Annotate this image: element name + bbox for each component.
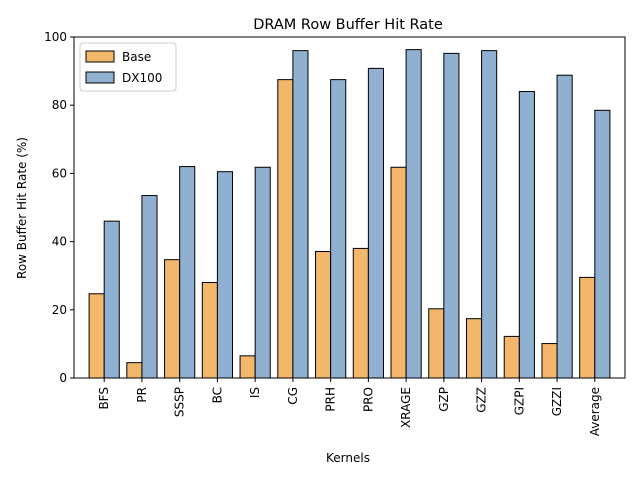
x-tick-label-gzz: GZZ xyxy=(475,387,489,413)
bar-dx100-pr xyxy=(141,195,158,379)
bar-dx100-gzzi xyxy=(556,74,573,379)
x-axis-label: Kernels xyxy=(326,451,370,465)
bar-base-pr xyxy=(126,362,143,379)
bar-base-gzpi xyxy=(503,335,520,379)
y-tick-label: 0 xyxy=(59,371,67,385)
y-tick-label: 20 xyxy=(52,303,67,317)
bar-dx100-bfs xyxy=(103,220,120,379)
bar-dx100-cg xyxy=(292,50,309,379)
bar-base-is xyxy=(239,355,256,379)
y-tick-label: 60 xyxy=(52,166,67,180)
legend-swatch-dx100 xyxy=(85,71,115,84)
bar-dx100-gzp xyxy=(443,52,460,379)
bar-base-gzp xyxy=(428,308,445,379)
bar-dx100-is xyxy=(254,166,271,379)
axes-frame xyxy=(73,36,626,379)
x-tick-label-gzpi: GZPI xyxy=(512,387,526,415)
x-tick-label-average: Average xyxy=(588,387,602,436)
bar-base-gzzi xyxy=(541,343,558,379)
x-tick-label-pr: PR xyxy=(135,387,149,403)
bar-base-pro xyxy=(352,247,369,379)
x-tick-label-prh: PRH xyxy=(324,387,338,412)
y-axis-label: Row Buffer Hit Rate (%) xyxy=(15,137,29,279)
bar-dx100-pro xyxy=(367,67,384,379)
bar-base-prh xyxy=(315,250,332,379)
y-tick-label: 80 xyxy=(52,98,67,112)
legend-label-dx100: DX100 xyxy=(122,71,162,85)
x-tick-label-sssp: SSSP xyxy=(173,387,187,417)
bar-dx100-bc xyxy=(216,171,234,379)
bar-dx100-prh xyxy=(330,79,347,379)
bar-base-gzz xyxy=(465,318,483,379)
legend-label-base: Base xyxy=(122,50,151,64)
bar-base-bfs xyxy=(88,293,105,379)
bar-dx100-gzpi xyxy=(518,91,535,379)
x-tick-label-xrage: XRAGE xyxy=(399,387,413,428)
x-tick-label-pro: PRO xyxy=(361,387,375,412)
bar-base-average xyxy=(579,276,596,379)
x-tick-label-is: IS xyxy=(248,387,262,398)
bar-base-cg xyxy=(277,79,294,379)
legend-swatch-base xyxy=(85,50,115,63)
x-tick-label-cg: CG xyxy=(286,387,300,405)
bar-dx100-gzz xyxy=(481,50,498,379)
x-tick-label-bc: BC xyxy=(210,387,224,403)
plot-area: 0 20 40 60 80 100 BFS PR SSSP BC IS CG PRH PRO XRAGE GZ… xyxy=(44,30,626,436)
x-tick-label-gzzi: GZZI xyxy=(550,387,564,416)
chart-title: DRAM Row Buffer Hit Rate xyxy=(253,17,443,33)
bar-dx100-sssp xyxy=(179,166,196,379)
legend: Base DX100 xyxy=(79,42,177,92)
y-tick-label: 100 xyxy=(44,30,67,44)
bar-base-sssp xyxy=(164,259,181,379)
bar-dx100-average xyxy=(594,109,611,379)
bar-dx100-xrage xyxy=(405,49,422,379)
x-tick-label-bfs: BFS xyxy=(97,387,111,410)
y-tick-label: 40 xyxy=(52,235,67,249)
bar-base-xrage xyxy=(390,166,407,379)
x-tick-label-gzp: GZP xyxy=(437,387,451,412)
bar-base-bc xyxy=(201,282,218,379)
